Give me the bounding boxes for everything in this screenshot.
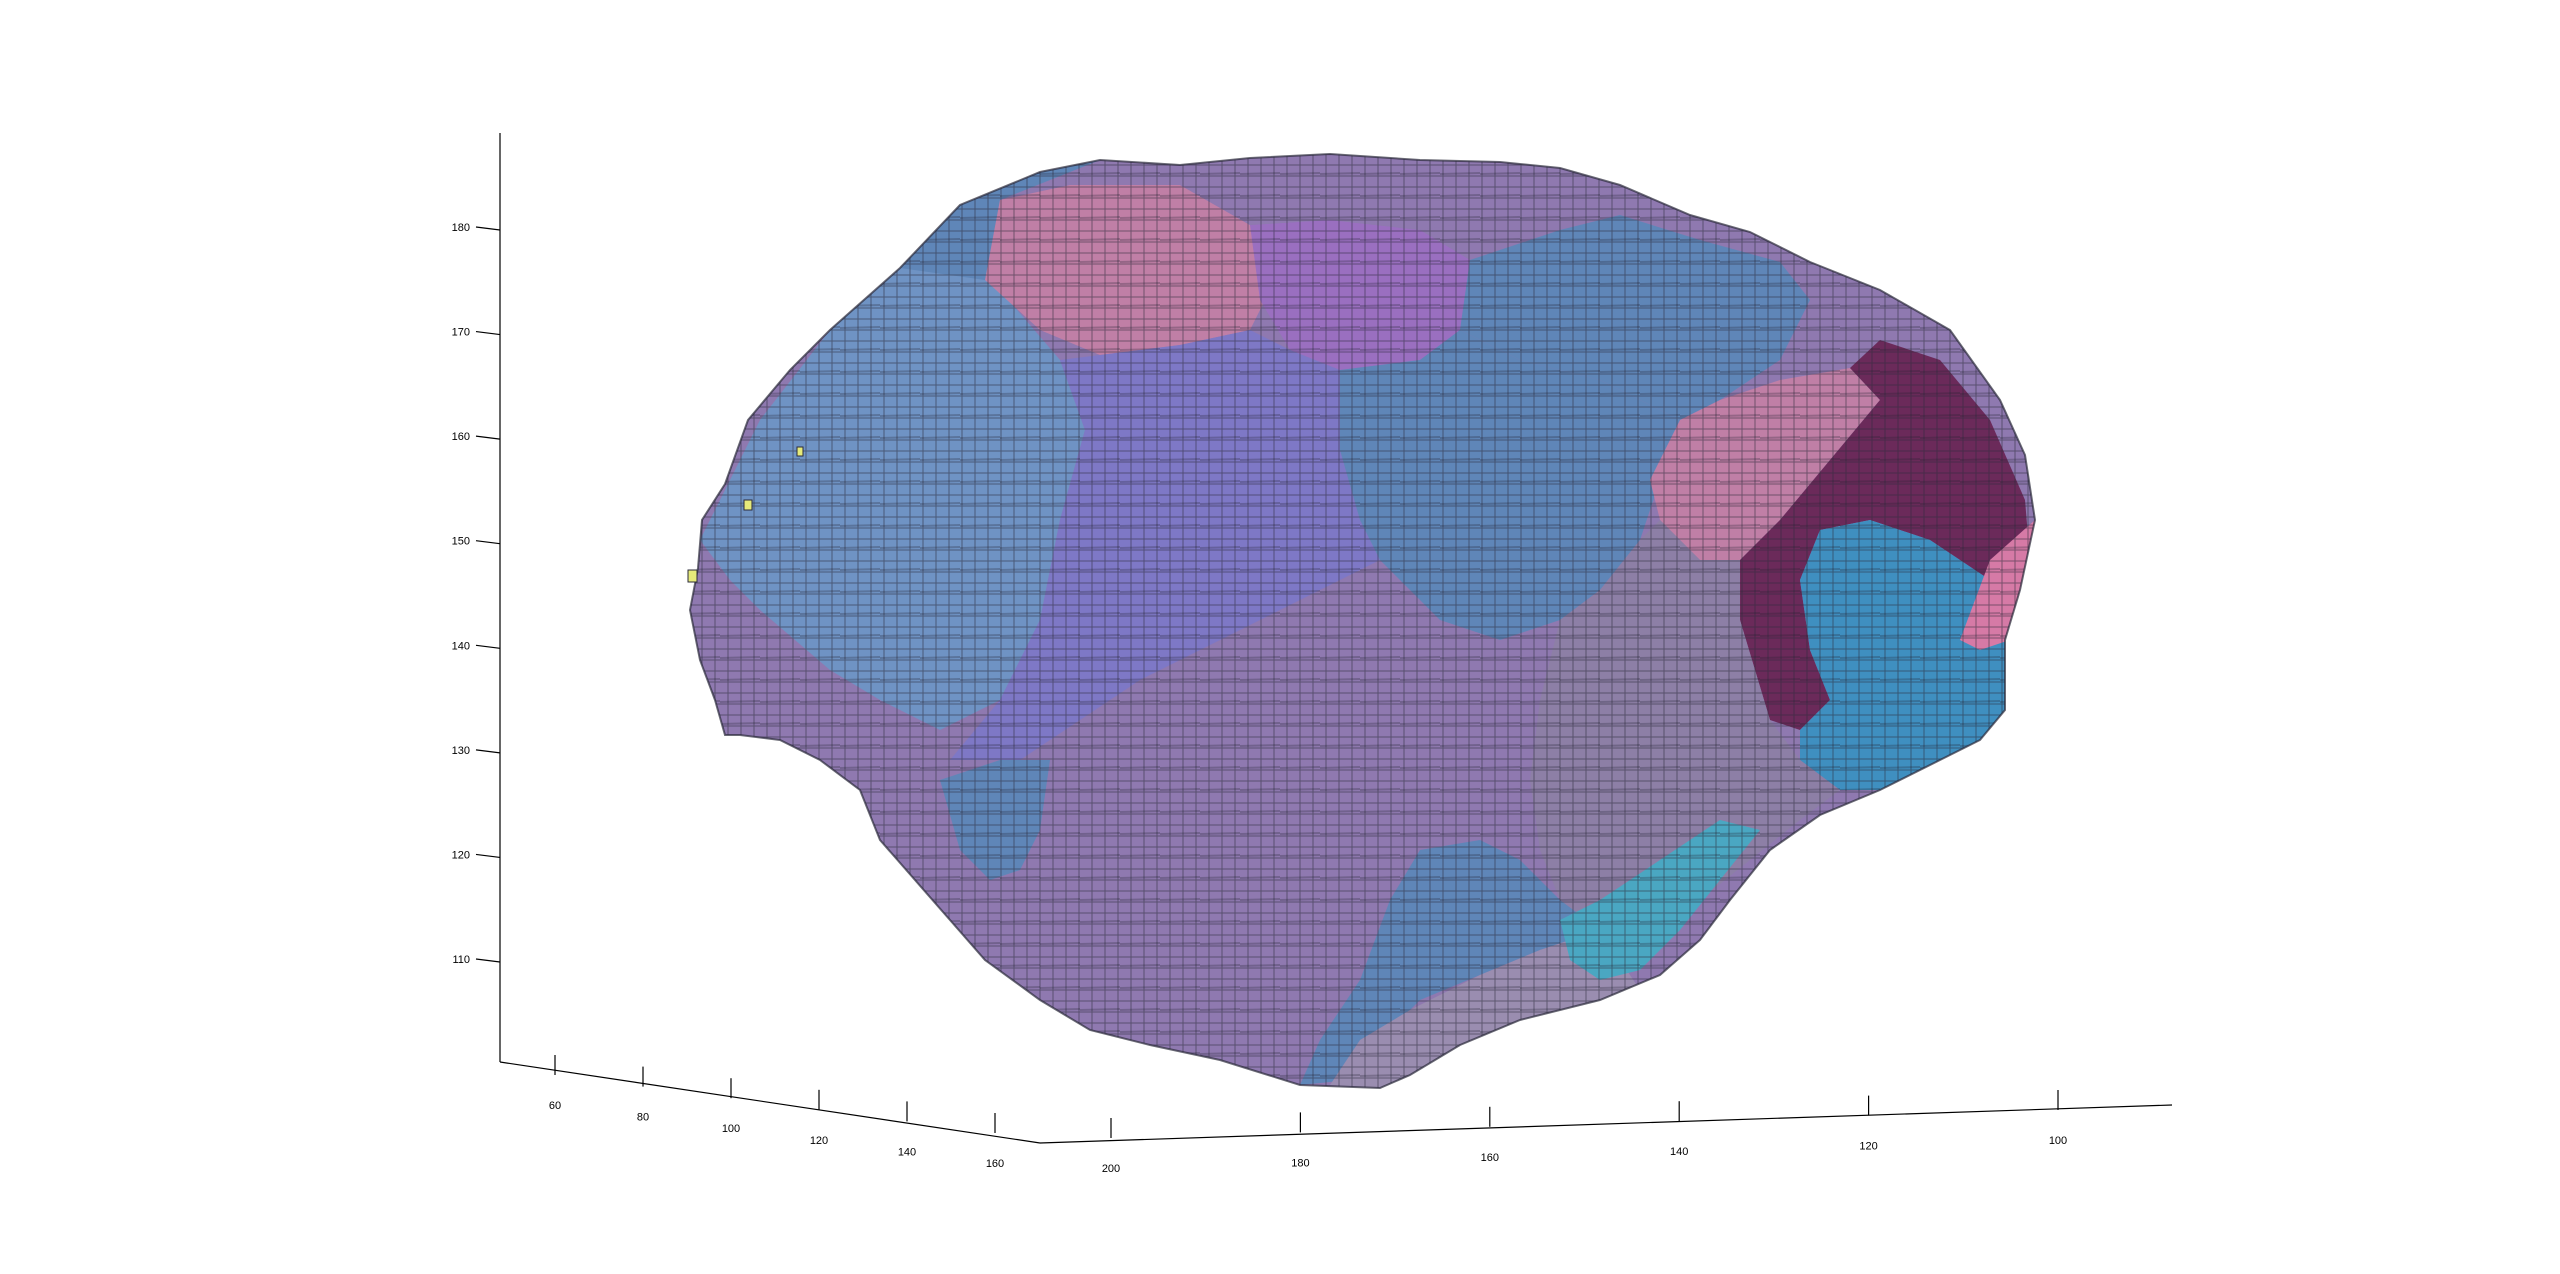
y-tick-label-120: 120: [1859, 1141, 1877, 1153]
z-tick-130: [475, 749, 501, 754]
axes-ticks: 110 120 130 140 150 160 170 180 60 80 100 120 140 160…: [452, 222, 2068, 1175]
z-tick-180: [475, 226, 501, 231]
x-tick-label-80: 80: [637, 1112, 649, 1124]
voxel-yellow-3: [796, 446, 804, 457]
x-tick-label-160: 160: [986, 1158, 1004, 1170]
voxel-object: [687, 152, 2037, 1090]
z-tick-label-170: 170: [452, 327, 470, 339]
y-tick-label-100: 100: [2049, 1135, 2067, 1147]
z-tick-label-110: 110: [452, 954, 470, 966]
voxel-outline: [688, 152, 2037, 1090]
axes-frame: [499, 133, 2173, 1144]
z-tick-label-130: 130: [452, 745, 470, 757]
x-tick-label-60: 60: [549, 1100, 561, 1112]
z-tick-140: [475, 644, 501, 649]
z-tick-label-140: 140: [452, 640, 470, 652]
y-tick-label-200: 200: [1102, 1163, 1120, 1175]
z-tick-120: [475, 853, 501, 859]
z-tick-label-150: 150: [452, 536, 470, 548]
x-tick-label-140: 140: [898, 1146, 916, 1158]
y-tick-label-180: 180: [1291, 1157, 1309, 1169]
voxel-yellow-1: [687, 569, 698, 583]
y-tick-label-140: 140: [1670, 1146, 1688, 1158]
z-tick-label-180: 180: [452, 222, 470, 234]
voxel-row-shading: [690, 154, 2035, 1088]
z-tick-170: [475, 330, 501, 336]
z-tick-label-160: 160: [452, 431, 470, 443]
x-tick-label-100: 100: [722, 1123, 740, 1135]
z-tick-160: [475, 435, 501, 440]
voxel-yellow-2: [743, 499, 753, 511]
z-tick-150: [475, 540, 501, 545]
y-axis-line: [1039, 1104, 2173, 1144]
z-tick-110: [475, 958, 501, 963]
x-axis-line: [499, 1061, 1041, 1144]
x-tick-label-120: 120: [810, 1135, 828, 1147]
y-tick-label-160: 160: [1481, 1152, 1499, 1164]
z-tick-label-120: 120: [452, 849, 470, 861]
